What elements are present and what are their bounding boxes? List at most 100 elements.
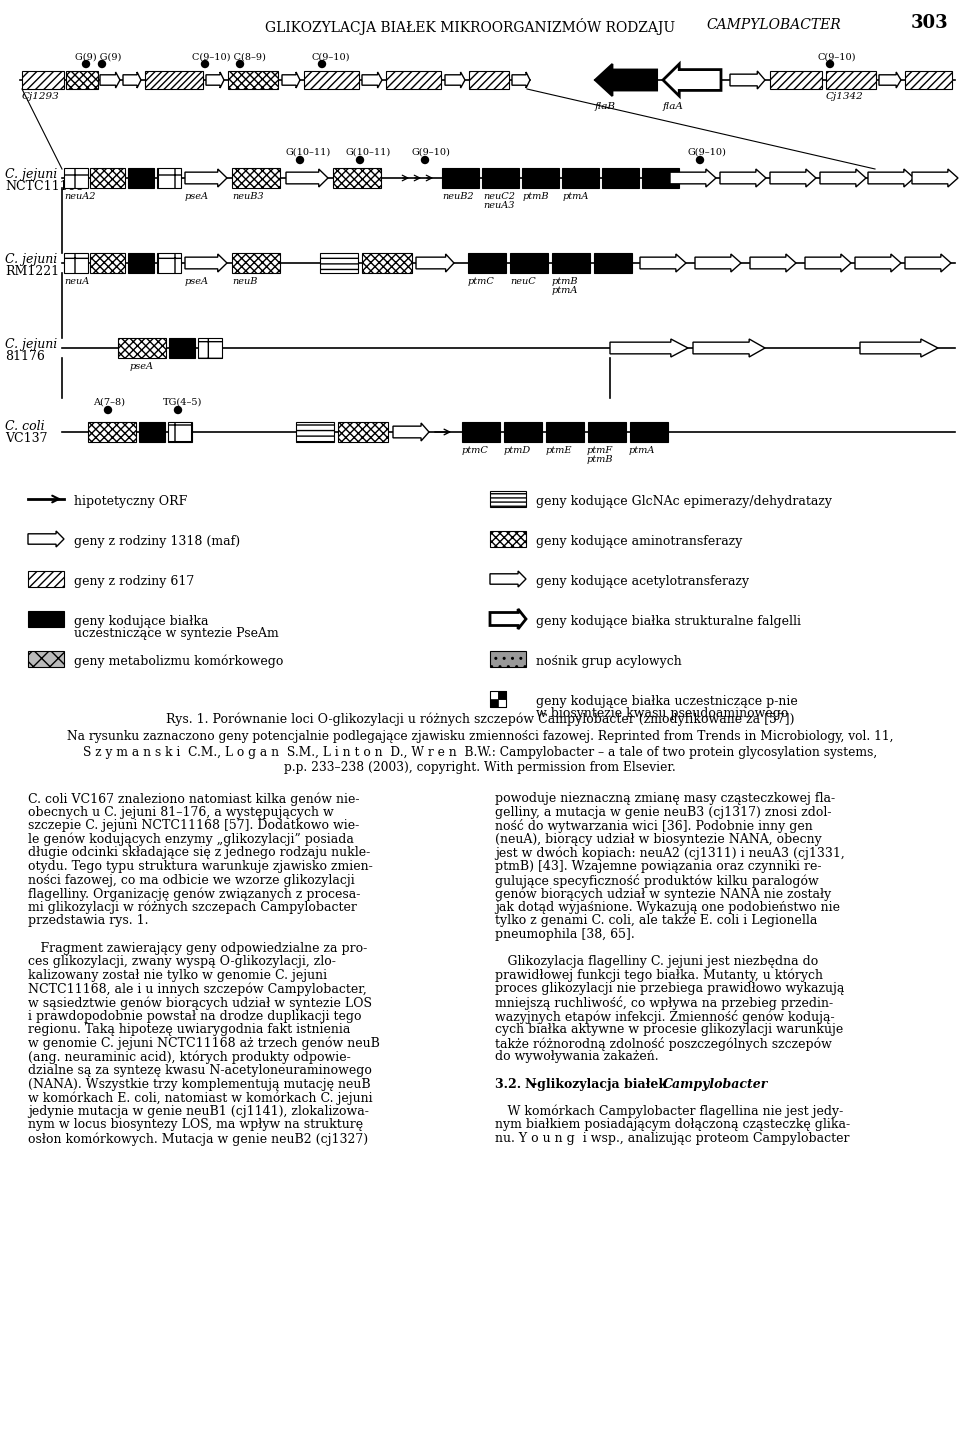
Bar	[320, 253, 358, 274]
Text: w biosyntezie kwasu pseudoaminowego: w biosyntezie kwasu pseudoaminowego	[536, 707, 788, 720]
Text: p.p. 233–238 (2003), copyright. With permission from Elsevier.: p.p. 233–238 (2003), copyright. With per…	[284, 760, 676, 775]
Bar	[66, 72, 98, 89]
Text: wazyjnych etapów infekcji. Zmienność genów kodują-: wazyjnych etapów infekcji. Zmienność gen…	[495, 1010, 834, 1024]
Text: C. coli VC167 znaleziono natomiast kilka genów nie-: C. coli VC167 znaleziono natomiast kilka…	[28, 792, 359, 805]
Bar	[128, 168, 154, 188]
Bar	[198, 338, 222, 358]
Bar	[562, 168, 599, 188]
Bar	[228, 72, 278, 89]
Polygon shape	[855, 253, 901, 272]
Text: neuB: neuB	[232, 276, 257, 286]
Text: nośnik grup acylowych: nośnik grup acylowych	[536, 654, 682, 667]
Polygon shape	[100, 72, 120, 87]
Text: G(10–11): G(10–11)	[346, 147, 392, 158]
Text: ptmA: ptmA	[552, 286, 578, 295]
Text: geny kodujące acetylotransferazy: geny kodujące acetylotransferazy	[536, 576, 749, 589]
Bar	[594, 253, 632, 274]
Text: ptmD: ptmD	[504, 445, 531, 455]
Bar	[128, 253, 154, 274]
Text: pseA: pseA	[185, 276, 209, 286]
Text: neuA: neuA	[64, 276, 89, 286]
Bar	[338, 422, 388, 442]
Bar	[462, 422, 500, 442]
Text: szczepie C. jejuni NCTC11168 [57]. Dodatkowo wie-: szczepie C. jejuni NCTC11168 [57]. Dodat…	[28, 819, 359, 832]
Text: także różnorodną zdolność poszczególnych szczepów: także różnorodną zdolność poszczególnych…	[495, 1037, 832, 1051]
Text: ptmB: ptmB	[523, 192, 549, 200]
Circle shape	[827, 60, 833, 67]
Text: cych białka aktywne w procesie glikozylacji warunkuje: cych białka aktywne w procesie glikozyla…	[495, 1024, 843, 1037]
Text: G(9–10): G(9–10)	[687, 147, 726, 158]
Bar	[90, 253, 125, 274]
Text: Campylobacter: Campylobacter	[663, 1078, 768, 1091]
Polygon shape	[185, 253, 227, 272]
Polygon shape	[123, 72, 141, 87]
Text: (ang. neuraminic acid), których produkty odpowie-: (ang. neuraminic acid), których produkty…	[28, 1051, 350, 1064]
Text: le genów kodujących enzymy „glikozylacji” posiada: le genów kodujących enzymy „glikozylacji…	[28, 833, 354, 846]
Text: ptmC: ptmC	[468, 276, 494, 286]
Text: prawidłowej funkcji tego białka. Mutanty, u których: prawidłowej funkcji tego białka. Mutanty…	[495, 969, 823, 982]
Text: ptmA: ptmA	[629, 445, 656, 455]
Bar	[296, 422, 334, 442]
Polygon shape	[670, 169, 716, 188]
Text: C. coli: C. coli	[5, 420, 44, 432]
Text: nym białkiem posiadającym dołączoną cząsteczkę glika-: nym białkiem posiadającym dołączoną cząs…	[495, 1118, 851, 1131]
Text: uczestniczące w syntezie PseAm: uczestniczące w syntezie PseAm	[74, 627, 278, 640]
Bar	[642, 168, 679, 188]
Bar	[88, 422, 136, 442]
Text: C(9–10): C(9–10)	[818, 53, 856, 62]
Text: neuC2: neuC2	[483, 192, 515, 200]
Polygon shape	[695, 253, 741, 272]
Bar	[490, 491, 526, 507]
Polygon shape	[282, 72, 300, 87]
Text: GLIKOZYLACJA BIAŁEK MIKROORGANIZMÓW RODZAJU: GLIKOZYLACJA BIAŁEK MIKROORGANIZMÓW RODZ…	[265, 19, 680, 34]
Polygon shape	[640, 253, 686, 272]
Text: NCTC11168: NCTC11168	[5, 180, 84, 193]
Polygon shape	[770, 169, 816, 188]
Text: Cj1342: Cj1342	[826, 92, 864, 102]
Text: ptmA: ptmA	[563, 192, 589, 200]
Circle shape	[236, 60, 244, 67]
Text: obecnych u C. jejuni 81–176, a występujących w: obecnych u C. jejuni 81–176, a występują…	[28, 806, 334, 819]
Text: regionu. Taką hipotezę uwiarygodnia fakt istnienia: regionu. Taką hipotezę uwiarygodnia fakt…	[28, 1024, 350, 1037]
Text: G(10–11): G(10–11)	[286, 147, 331, 158]
Text: proces glikozylacji nie przebiega prawidłowo wykazują: proces glikozylacji nie przebiega prawid…	[495, 982, 845, 995]
Text: w genomie C. jejuni NCTC11168 aż trzech genów neuB: w genomie C. jejuni NCTC11168 aż trzech …	[28, 1037, 380, 1050]
Text: jak dotąd wyjaśnione. Wykazują one podobieństwo nie: jak dotąd wyjaśnione. Wykazują one podob…	[495, 901, 840, 914]
Bar	[490, 692, 506, 707]
Text: Cj1293: Cj1293	[22, 92, 60, 102]
Circle shape	[99, 60, 106, 67]
Bar	[157, 168, 181, 188]
Bar	[826, 72, 876, 89]
Text: TG(4–5): TG(4–5)	[163, 398, 203, 407]
Text: dzialne są za syntezę kwasu N-acetyloneuraminowego: dzialne są za syntezę kwasu N-acetyloneu…	[28, 1064, 372, 1077]
Circle shape	[175, 407, 181, 414]
Text: geny metabolizmu komórkowego: geny metabolizmu komórkowego	[74, 654, 283, 669]
Text: pneumophila [38, 65].: pneumophila [38, 65].	[495, 928, 635, 941]
Polygon shape	[693, 339, 765, 357]
Text: neuB3: neuB3	[232, 192, 264, 200]
Text: N: N	[524, 1078, 536, 1091]
Bar	[490, 692, 498, 699]
Text: ptmB: ptmB	[552, 276, 579, 286]
Text: neuA3: neuA3	[483, 200, 515, 211]
Polygon shape	[905, 253, 951, 272]
Text: NCTC11168, ale i u innych szczepów Campylobacter,: NCTC11168, ale i u innych szczepów Campy…	[28, 982, 367, 995]
Bar	[169, 338, 195, 358]
Bar	[232, 253, 280, 274]
Text: jest w dwóch kopiach: neuA2 (cj1311) i neuA3 (cj1331,: jest w dwóch kopiach: neuA2 (cj1311) i n…	[495, 846, 845, 859]
Polygon shape	[860, 339, 938, 357]
Text: mniejszą ruchliwość, co wpływa na przebieg przedin-: mniejszą ruchliwość, co wpływa na przebi…	[495, 997, 833, 1010]
Bar	[28, 652, 64, 667]
Polygon shape	[820, 169, 866, 188]
Text: Na rysunku zaznaczono geny potencjalnie podlegające zjawisku zmienności fazowej.: Na rysunku zaznaczono geny potencjalnie …	[67, 730, 893, 743]
Bar	[232, 168, 280, 188]
Bar	[490, 531, 526, 547]
Polygon shape	[730, 72, 765, 89]
Text: A(7–8): A(7–8)	[93, 398, 125, 407]
Text: powoduje nieznaczną zmianę masy cząsteczkowej fla-: powoduje nieznaczną zmianę masy cząstecz…	[495, 792, 835, 805]
Polygon shape	[610, 339, 688, 357]
Text: ności fazowej, co ma odbicie we wzorze glikozylacji: ności fazowej, co ma odbicie we wzorze g…	[28, 874, 355, 886]
Text: S z y m a n s k i  C.M., L o g a n  S.M., L i n t o n  D., W r e n  B.W.: Campyl: S z y m a n s k i C.M., L o g a n S.M., …	[83, 746, 877, 759]
Circle shape	[202, 60, 208, 67]
Polygon shape	[185, 169, 227, 188]
